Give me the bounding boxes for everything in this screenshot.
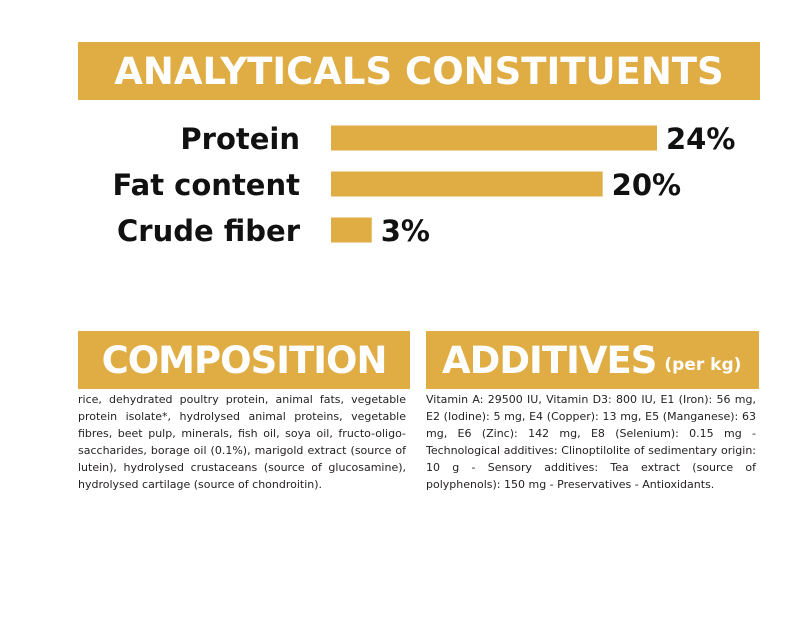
- value-label: 3%: [381, 214, 430, 248]
- composition-heading-text: COMPOSITION: [101, 338, 388, 382]
- composition-heading: COMPOSITION: [78, 331, 410, 389]
- bar-protein: [331, 125, 657, 151]
- additives-heading-text: ADDITIVES: [442, 338, 657, 382]
- category-label: Fat content: [113, 168, 301, 202]
- bar-fat-content: [331, 171, 603, 197]
- analytics-heading: ANALYTICALS CONSTITUENTS: [78, 42, 760, 100]
- value-label: 24%: [666, 122, 735, 156]
- additives-heading: ADDITIVES (per kg): [426, 331, 759, 389]
- category-label: Crude fiber: [117, 214, 301, 248]
- analytics-heading-text: ANALYTICALS CONSTITUENTS: [114, 49, 724, 93]
- additives-unit-text: (per kg): [664, 355, 742, 375]
- category-label: Protein: [180, 122, 300, 156]
- additives-text: Vitamin A: 29500 IU, Vitamin D3: 800 IU,…: [426, 393, 756, 491]
- analytics-bar-chart: Protein 24% Fat content 20% Crude fiber 3%: [113, 122, 736, 248]
- composition-text: rice, dehydrated poultry protein, animal…: [78, 393, 406, 491]
- value-label: 20%: [612, 168, 681, 202]
- bar-crude-fiber: [331, 217, 372, 243]
